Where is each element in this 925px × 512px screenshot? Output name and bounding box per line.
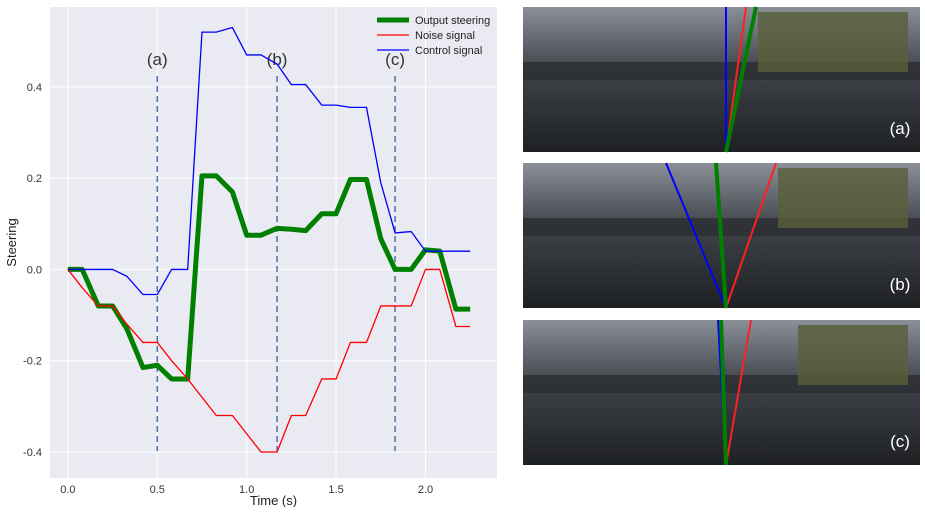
x-tick-label: 0.5	[150, 484, 165, 496]
y-tick-label: -0.4	[23, 447, 42, 459]
bus	[798, 325, 908, 385]
camera-panels: (a) (b) (c)	[523, 7, 920, 465]
x-axis-label: Time (s)	[250, 493, 297, 507]
y-tick-label: -0.2	[23, 356, 42, 368]
x-tick-label: 2.0	[418, 484, 433, 496]
legend-label: Output steering	[415, 15, 490, 27]
y-tick-label: 0.2	[27, 173, 42, 185]
y-axis-label: Steering	[4, 218, 19, 266]
bus	[778, 168, 908, 228]
panel-label: (a)	[890, 119, 911, 138]
plot-area	[50, 7, 497, 478]
x-tick-label: 1.5	[328, 484, 343, 496]
marker-label: (a)	[147, 50, 168, 69]
legend-label: Control signal	[415, 45, 482, 57]
figure: (a)(b)(c) -0.4-0.20.00.20.40.00.51.01.52…	[0, 0, 925, 507]
panel-label: (b)	[890, 275, 911, 294]
y-tick-label: 0.0	[27, 264, 42, 276]
marker-label: (c)	[385, 50, 405, 69]
legend-label: Noise signal	[415, 30, 475, 42]
y-tick-label: 0.4	[27, 82, 42, 94]
panel-label: (c)	[890, 432, 910, 451]
bus	[758, 12, 908, 72]
x-tick-label: 0.0	[60, 484, 75, 496]
